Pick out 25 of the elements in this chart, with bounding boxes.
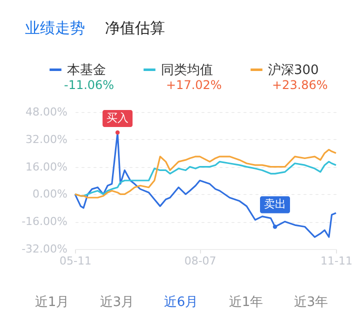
text: 业绩走势 <box>25 19 85 37</box>
text: 近6月 <box>164 295 198 310</box>
text: 净值估算 <box>105 19 165 37</box>
y-tick-label: 0.00% <box>32 188 68 201</box>
line-series <box>74 148 337 198</box>
y-tick-label: 16.00% <box>26 160 68 174</box>
x-tick-label: 11-11 <box>320 254 352 268</box>
y-tick-label: 48.00% <box>26 106 68 118</box>
x-tick-label: 08-07 <box>184 254 216 268</box>
text: +23.86% <box>272 78 328 92</box>
y-tick-label: 32.00% <box>26 132 68 146</box>
x-tick-label: 05-11 <box>60 254 92 268</box>
legend-label: 沪深300 <box>268 62 319 78</box>
y-tick-label: -32.00% <box>22 242 68 256</box>
annotation: 卖出 <box>264 198 286 211</box>
text: +17.02% <box>166 78 222 92</box>
text: 近1年 <box>228 295 264 310</box>
text: 近3年 <box>294 295 328 310</box>
y-tick-label: -16.00% <box>22 215 68 228</box>
legend-label: 同类均值 <box>161 62 213 78</box>
annotation: 买入 <box>106 112 129 125</box>
text: -11.06% <box>64 78 114 92</box>
legend-label: 本基金 <box>67 62 106 78</box>
text: 近3月 <box>100 295 134 310</box>
text: 近1月 <box>34 295 70 310</box>
